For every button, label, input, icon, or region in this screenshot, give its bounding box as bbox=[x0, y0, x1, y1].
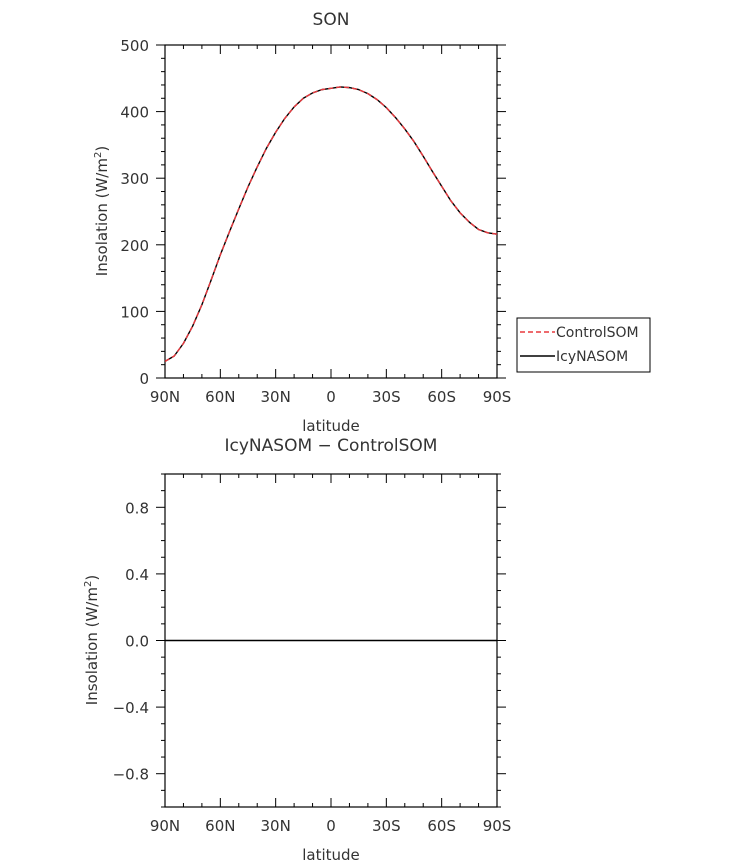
y-tick-label: 0.0 bbox=[125, 633, 149, 651]
top-x-axis-label: latitude bbox=[302, 417, 360, 435]
legend-label-controlsom: ControlSOM bbox=[556, 325, 639, 341]
y-tick-label: −0.8 bbox=[113, 766, 149, 784]
top-plot-frame bbox=[164, 44, 498, 379]
top-y-axis-label: Insolation (W/m2) bbox=[93, 146, 111, 276]
top-panel-title: SON bbox=[313, 10, 350, 30]
y-tick-label: 0.8 bbox=[125, 499, 149, 517]
x-tick-label: 90S bbox=[483, 388, 512, 406]
y-tick-label: 100 bbox=[120, 303, 149, 321]
y-tick-label: −0.4 bbox=[113, 699, 149, 717]
y-tick-label: 0 bbox=[139, 370, 149, 388]
y-tick-label: 300 bbox=[120, 170, 149, 188]
x-tick-label: 0 bbox=[326, 817, 336, 835]
y-tick-label: 200 bbox=[120, 237, 149, 255]
legend: ControlSOM IcyNASOM bbox=[516, 317, 651, 373]
x-tick-label: 90N bbox=[150, 388, 180, 406]
legend-box bbox=[516, 317, 651, 373]
y-tick-label: 400 bbox=[120, 104, 149, 122]
x-tick-label: 90S bbox=[483, 817, 512, 835]
x-tick-label: 30N bbox=[261, 388, 291, 406]
x-tick-label: 60S bbox=[427, 817, 456, 835]
x-tick-label: 0 bbox=[326, 388, 336, 406]
series-line-icynasom bbox=[164, 86, 498, 362]
top-series bbox=[164, 86, 498, 362]
bottom-x-axis-label: latitude bbox=[302, 846, 360, 864]
y-tick-label: 0.4 bbox=[125, 566, 149, 584]
bottom-panel: IcyNASOM − ControlSOM 90N 60N 30N 0 30S 60S 90… bbox=[83, 436, 511, 864]
x-tick-label: 90N bbox=[150, 817, 180, 835]
series-line-controlsom bbox=[164, 86, 498, 362]
legend-label-icynasom: IcyNASOM bbox=[556, 349, 628, 365]
x-tick-label: 60N bbox=[205, 817, 235, 835]
x-tick-label: 60N bbox=[205, 388, 235, 406]
bottom-panel-title: IcyNASOM − ControlSOM bbox=[225, 436, 438, 456]
top-panel: SON 90N 60N 30N 0 30S 60S 90S0100200300400500 … bbox=[93, 10, 651, 435]
x-tick-label: 30N bbox=[261, 817, 291, 835]
top-ticks: 90N 60N 30N 0 30S 60S 90S 0 100 200 300 400 500 bbox=[120, 37, 511, 406]
x-tick-label: 30S bbox=[372, 817, 401, 835]
bottom-y-axis-label: Insolation (W/m2) bbox=[83, 575, 101, 705]
bottom-ticks: 90N 60N 30N 0 30S 60S 90S −0.8 −0.4 0.0 0.4 0.8 bbox=[113, 473, 512, 835]
x-tick-label: 30S bbox=[372, 388, 401, 406]
x-tick-label: 60S bbox=[427, 388, 456, 406]
y-tick-label: 500 bbox=[120, 37, 149, 55]
